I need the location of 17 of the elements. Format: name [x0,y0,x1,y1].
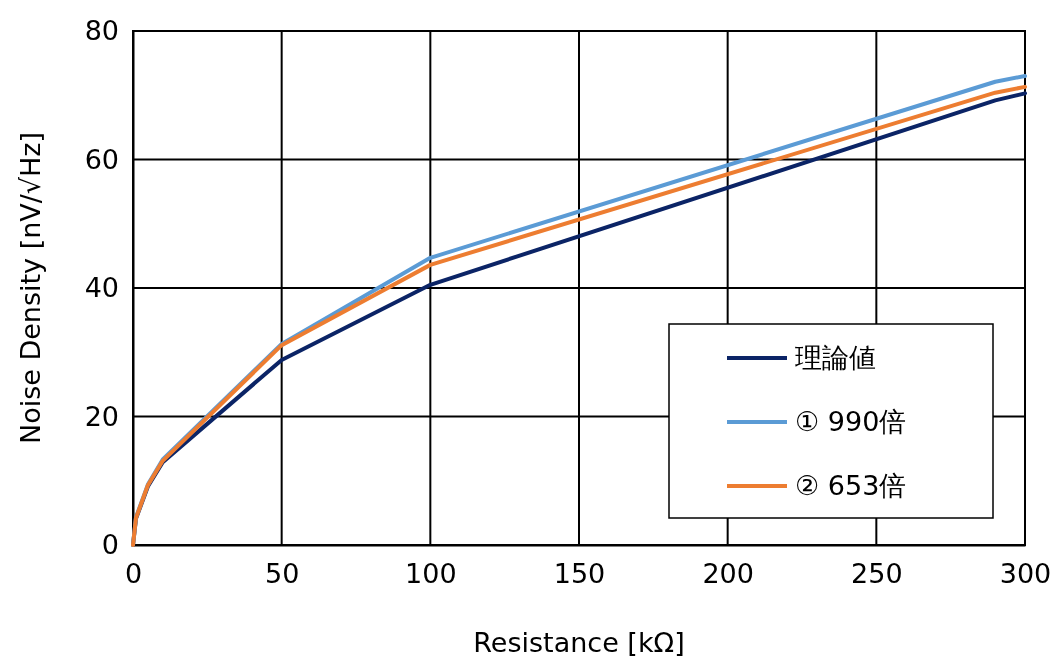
y-tick-label: 80 [84,15,119,47]
y-tick-label: 40 [84,272,119,304]
legend-label: ② 653倍 [795,470,907,502]
legend-label: 理論値 [795,342,876,374]
legend-label: ① 990倍 [795,406,907,438]
x-tick-label: 100 [405,558,457,590]
x-tick-label: 200 [702,558,754,590]
y-tick-label: 20 [84,400,119,432]
x-tick-label: 0 [124,558,143,590]
x-tick-label: 250 [851,558,903,590]
y-axis-title: Noise Density [nV/√Hz] [15,131,46,445]
x-tick-label: 50 [264,558,300,590]
y-tick-label: 0 [101,529,119,561]
x-tick-label: 150 [553,558,606,590]
x-tick-label: 300 [999,558,1052,590]
y-tick-label: 60 [84,143,119,175]
x-axis-title: Resistance [kΩ] [473,627,685,658]
